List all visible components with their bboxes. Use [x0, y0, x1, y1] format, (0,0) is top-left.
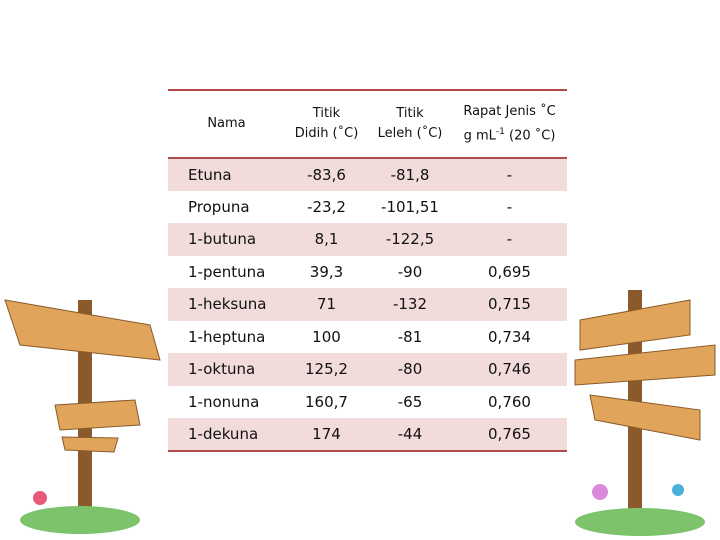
- table-cell: -65: [397, 392, 423, 411]
- sign-board: [4, 299, 161, 361]
- table-row: 1-dekuna 174 -44 0,765: [168, 418, 567, 451]
- sign-board: [589, 394, 701, 441]
- compound-name: Etuna: [188, 165, 232, 184]
- header-text: Titik: [396, 106, 424, 121]
- table-row: 1-heksuna 71 -132 0,715: [168, 288, 567, 321]
- table-cell: 71: [316, 295, 337, 314]
- flower: [592, 484, 608, 500]
- table-cell: -132: [392, 295, 428, 314]
- table-cell: -81: [397, 327, 423, 346]
- header-text: Rapat Jenis ˚C: [463, 103, 556, 119]
- header-cell: Titik Leleh (˚C): [368, 90, 452, 158]
- table-cell: 0,760: [488, 392, 531, 411]
- table-cell: -: [506, 165, 513, 184]
- table-cell: 8,1: [314, 230, 339, 249]
- header-text: Nama: [207, 116, 246, 131]
- sign-board: [54, 399, 141, 431]
- table-cell: -: [506, 197, 513, 216]
- compound-name: 1-nonuna: [188, 392, 260, 411]
- table-cell: 0,695: [488, 262, 531, 281]
- table-cell: -90: [397, 262, 423, 281]
- table-cell: 39,3: [309, 262, 344, 281]
- table-cell: -101,51: [381, 197, 439, 216]
- compound-name: 1-heptuna: [188, 327, 266, 346]
- table-cell: -81,8: [390, 165, 430, 184]
- header-line: g mL-1 (20 ˚C): [452, 122, 567, 146]
- superscript: -1: [495, 126, 505, 137]
- table-cell: 125,2: [305, 360, 348, 379]
- header-cell: Nama: [168, 90, 285, 158]
- flower: [33, 491, 47, 505]
- header-text: (20 ˚C): [509, 128, 556, 144]
- table-body: Etuna -83,6 -81,8- Propuna -23,2 -101,51-1-bu…: [168, 158, 567, 451]
- compound-name: 1-dekuna: [188, 424, 259, 443]
- flower: [672, 484, 684, 496]
- compound-name: 1-pentuna: [188, 262, 266, 281]
- header-text: Titik: [312, 106, 341, 121]
- table-cell: -23,2: [307, 197, 346, 216]
- table-row: 1-nonuna 160,7 -65 0,760: [168, 386, 567, 419]
- sign-board: [579, 299, 691, 351]
- compound-name: Propuna: [188, 197, 250, 216]
- sign-board: [61, 436, 119, 453]
- table-cell: -: [506, 230, 513, 249]
- table-row: 1-oktuna 125,2 -80 0,746: [168, 353, 567, 386]
- table-row: 1-pentuna 39,3 -90 0,695: [168, 256, 567, 289]
- table-cell: -122,5: [385, 230, 435, 249]
- table-cell: 174: [312, 424, 341, 443]
- table-header: Nama Titik Didih (˚C) Titik Leleh (˚C) R…: [168, 90, 567, 158]
- table-cell: -83,6: [307, 165, 346, 184]
- table-cell: 0,746: [488, 360, 531, 379]
- grass: [20, 506, 140, 534]
- table-row: Propuna -23,2 -101,51 -: [168, 191, 567, 224]
- header-row: Nama Titik Didih (˚C) Titik Leleh (˚C) R…: [168, 90, 567, 158]
- header-text: Leleh (˚C): [377, 126, 443, 141]
- data-table: Nama Titik Didih (˚C) Titik Leleh (˚C) R…: [168, 89, 567, 452]
- table-cell: 0,734: [488, 327, 531, 346]
- compound-name: 1-butuna: [188, 230, 257, 249]
- header-cell: Titik Didih (˚C): [285, 90, 368, 158]
- table-cell: 100: [312, 327, 341, 346]
- compound-name: 1-heksuna: [188, 295, 267, 314]
- header-cell: Rapat Jenis ˚C g mL-1 (20 ˚C): [452, 90, 567, 158]
- table-row: 1-butuna 8,1 -122,5 -: [168, 223, 567, 256]
- table-cell: -80: [397, 360, 423, 379]
- grass: [575, 508, 705, 536]
- table-cell: 0,715: [488, 295, 531, 314]
- header-text: g mL: [463, 128, 496, 144]
- table-cell: 0,765: [488, 424, 531, 443]
- table-row: Etuna -83,6 -81,8 -: [168, 158, 567, 191]
- sign-board: [574, 344, 716, 386]
- table-row: 1-heptuna 100 -81 0,734: [168, 321, 567, 354]
- table-cell: 160,7: [305, 392, 348, 411]
- header-text: Didih (˚C): [294, 126, 359, 141]
- table-cell: -44: [397, 424, 423, 443]
- compound-name: 1-oktuna: [188, 360, 256, 379]
